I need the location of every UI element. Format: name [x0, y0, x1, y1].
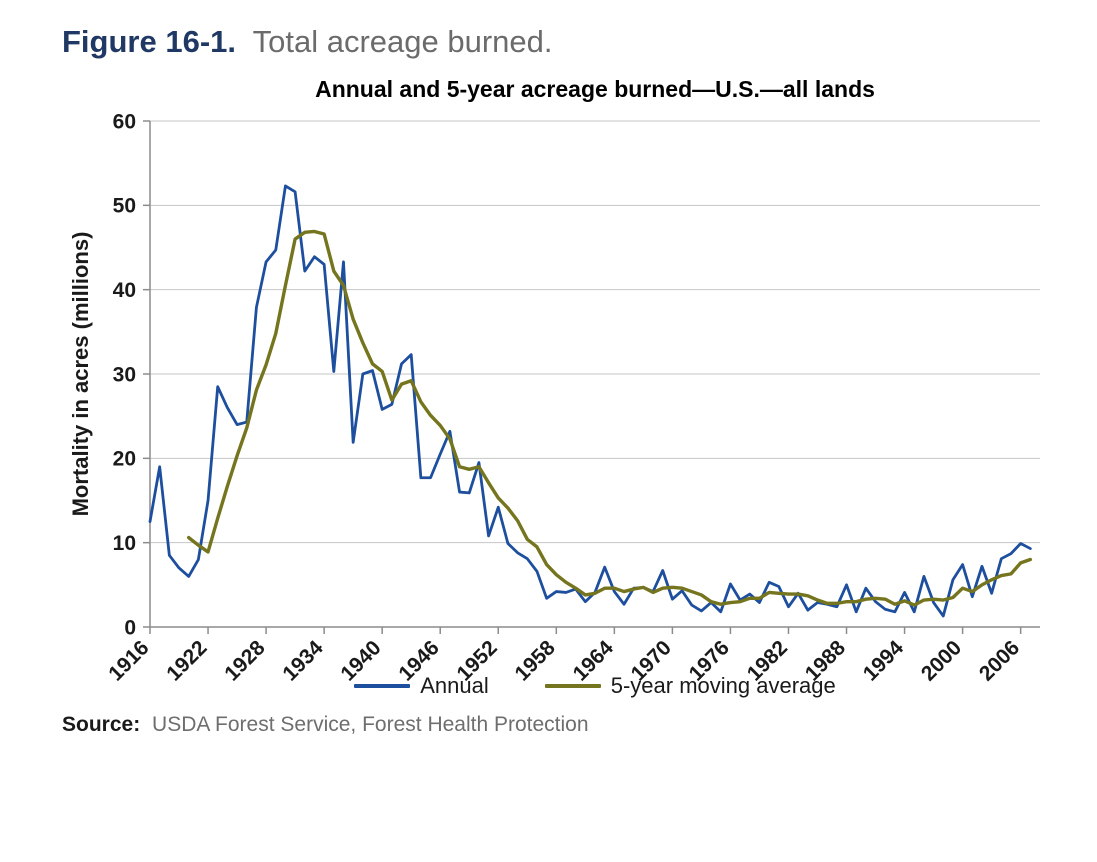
figure-caption: Total acreage burned.: [252, 24, 553, 59]
figure-page: Figure 16-1. Total acreage burned. Annua…: [0, 24, 1097, 737]
y-tick-label-30: 30: [113, 363, 136, 386]
y-tick-label-0: 0: [124, 616, 136, 639]
legend-swatch-annual: [354, 684, 411, 688]
y-tick-label-10: 10: [113, 532, 136, 555]
x-tick-label-1916: 1916: [104, 636, 153, 685]
source-row: Source: USDA Forest Service, Forest Heal…: [0, 713, 1097, 737]
chart-legend: Annual 5-year moving average: [150, 673, 1040, 699]
chart-title: Annual and 5-year acreage burned—U.S.—al…: [315, 76, 875, 102]
source-label: Source:: [62, 713, 141, 736]
legend-swatch-moving-average: [544, 684, 601, 688]
series-line-annual: [148, 184, 1032, 618]
figure-label: Figure 16-1.: [62, 24, 236, 59]
y-tick-label-40: 40: [113, 279, 136, 302]
series-line-moving-average: [186, 229, 1033, 607]
y-tick-label-60: 60: [113, 110, 136, 133]
legend-label-annual: Annual: [420, 673, 489, 698]
legend-label-moving-average: 5-year moving average: [610, 673, 836, 698]
legend-item-moving-average: 5-year moving average: [544, 673, 836, 699]
figure-title-row: Figure 16-1. Total acreage burned.: [0, 24, 1097, 60]
y-axis-label: Mortality in acres (millions): [68, 232, 93, 517]
source-text: USDA Forest Service, Forest Health Prote…: [152, 713, 589, 736]
y-tick-label-20: 20: [113, 448, 136, 471]
y-tick-label-50: 50: [113, 195, 136, 218]
legend-item-annual: Annual: [354, 673, 489, 699]
